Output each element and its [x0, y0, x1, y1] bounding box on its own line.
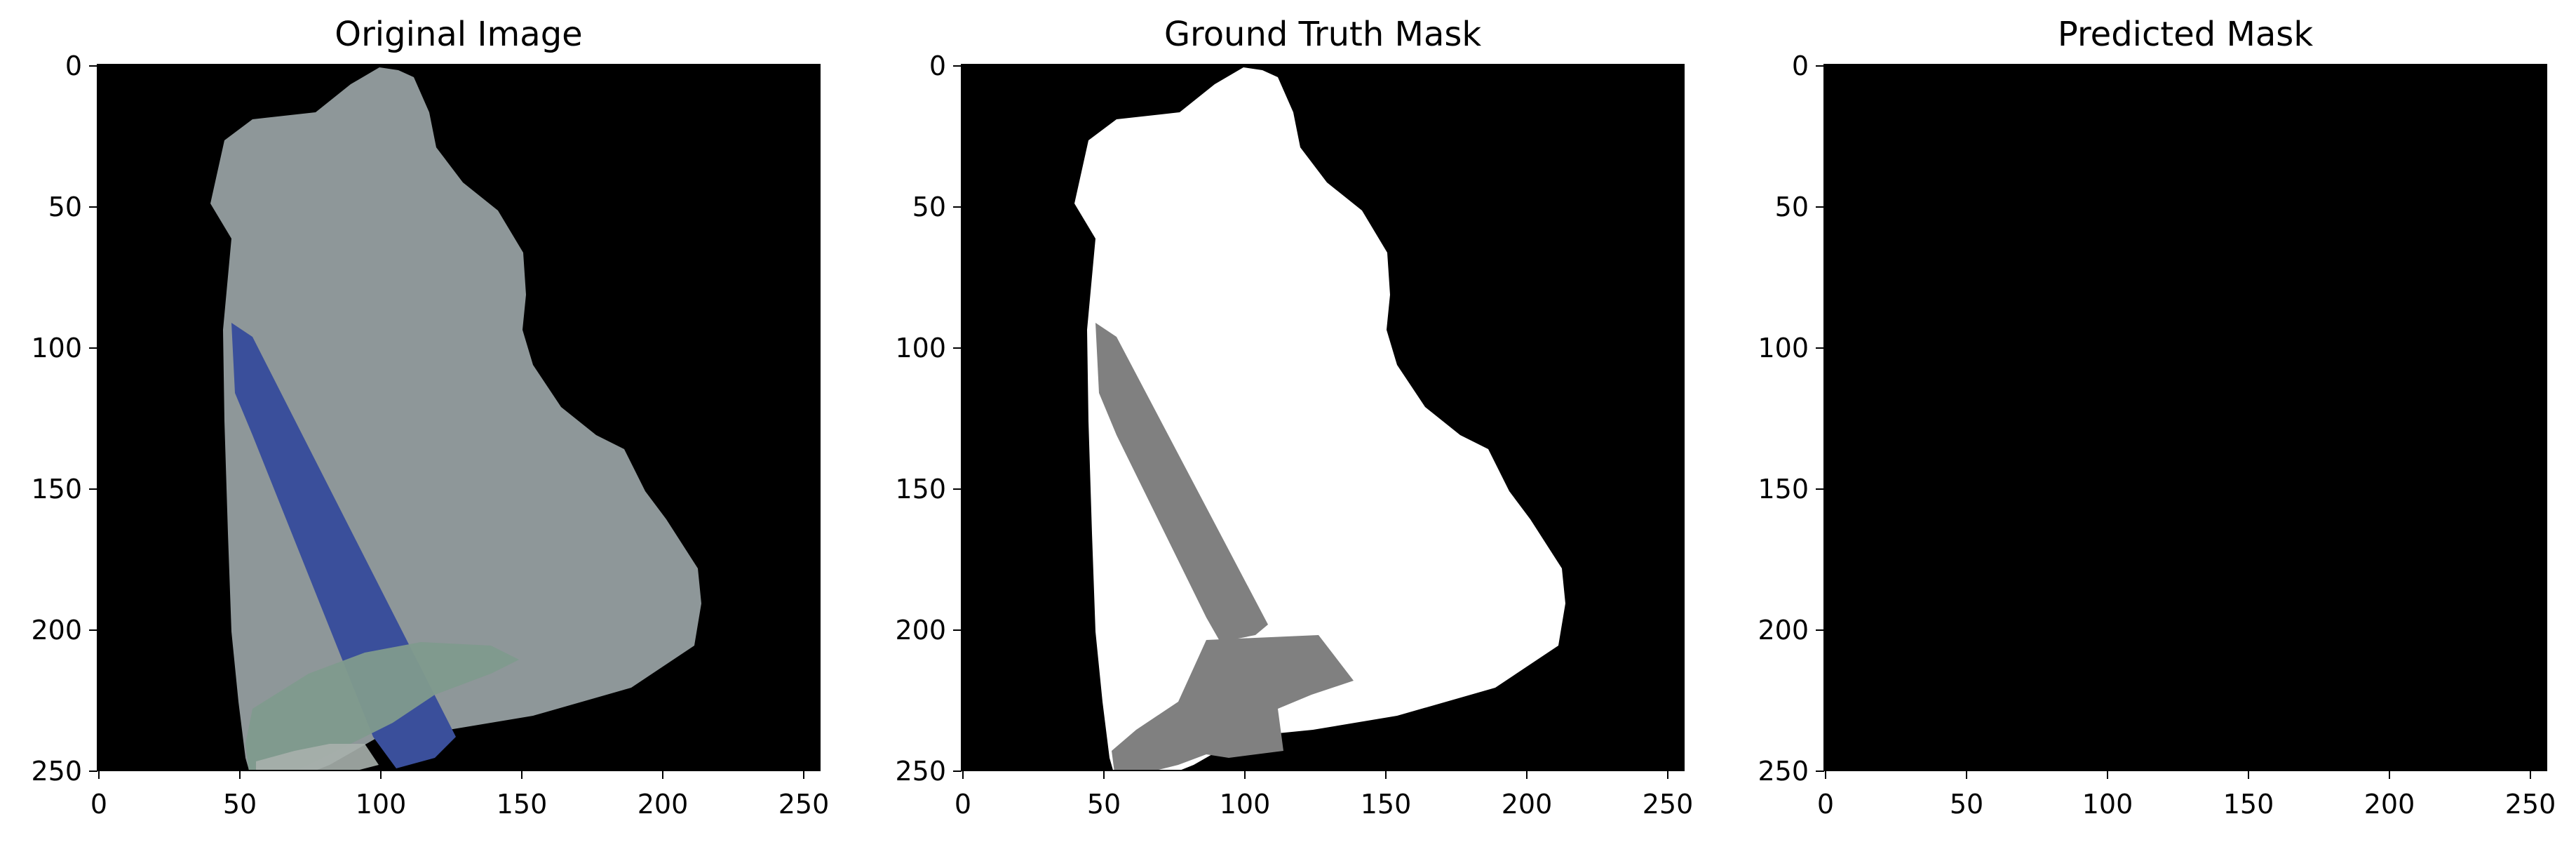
panel-original-image: Original Image 0 50 100 150 200 250 [31, 15, 829, 820]
axes-frame [1823, 64, 2547, 771]
axes-frame [961, 64, 1685, 771]
y-tick-label: 100 [1758, 333, 1809, 363]
x-axis: 0 50 100 150 200 250 [1817, 770, 2556, 820]
mask-tape-region [1095, 323, 1268, 642]
x-tick-label: 100 [2082, 789, 2133, 820]
y-tick-label: 200 [895, 615, 946, 646]
y-tick-label: 200 [1758, 615, 1809, 646]
x-tick-label: 150 [2223, 789, 2274, 820]
x-tick-label: 0 [1817, 789, 1834, 820]
y-tick-label: 150 [31, 474, 82, 505]
y-tick-label: 250 [895, 756, 946, 787]
y-tick-label: 0 [1792, 51, 1809, 81]
y-tick-label: 100 [31, 333, 82, 363]
y-tick-label: 50 [912, 192, 946, 222]
x-tick-label: 50 [223, 789, 257, 820]
axes-frame [97, 64, 821, 771]
y-tick-label: 250 [1758, 756, 1809, 787]
x-tick-label: 250 [778, 789, 830, 820]
x-tick-label: 150 [497, 789, 548, 820]
y-tick-label: 250 [31, 756, 82, 787]
x-tick-label: 50 [1950, 789, 1983, 820]
x-tick-label: 200 [2364, 789, 2415, 820]
light-debris-patch [256, 744, 379, 770]
y-tick-label: 0 [929, 51, 946, 81]
x-tick-label: 250 [1643, 789, 1694, 820]
x-tick-label: 50 [1087, 789, 1121, 820]
y-axis: 0 50 100 150 200 250 [31, 51, 97, 787]
mask-debris-region [1112, 635, 1354, 770]
y-axis: 0 50 100 150 200 250 [895, 51, 962, 787]
image-area [97, 65, 820, 770]
panel-title: Predicted Mask [2058, 15, 2313, 54]
y-tick-label: 50 [48, 192, 82, 222]
x-tick-label: 0 [955, 789, 971, 820]
x-tick-label: 250 [2505, 789, 2556, 820]
x-axis: 0 50 100 150 200 250 [90, 770, 829, 820]
x-axis: 0 50 100 150 200 250 [955, 770, 1693, 820]
panel-title: Original Image [335, 15, 582, 54]
x-tick-label: 200 [1502, 789, 1553, 820]
x-tick-label: 100 [1220, 789, 1271, 820]
image-background [1824, 65, 2547, 770]
panel-title: Ground Truth Mask [1164, 15, 1482, 54]
image-area [962, 65, 1684, 770]
x-tick-label: 0 [90, 789, 107, 820]
x-tick-label: 200 [638, 789, 689, 820]
y-axis: 0 50 100 150 200 250 [1758, 51, 1824, 787]
y-tick-label: 150 [1758, 474, 1809, 505]
y-tick-label: 200 [31, 615, 82, 646]
green-debris-patch [245, 642, 519, 770]
y-tick-label: 150 [895, 474, 946, 505]
panel-ground-truth-mask: Ground Truth Mask 0 50 100 150 200 250 [895, 15, 1693, 820]
x-tick-label: 100 [356, 789, 407, 820]
x-tick-label: 150 [1361, 789, 1412, 820]
panel-predicted-mask: Predicted Mask 0 50 100 150 200 250 0 50 [1758, 15, 2556, 820]
y-tick-label: 100 [895, 333, 946, 363]
y-tick-label: 0 [65, 51, 82, 81]
y-tick-label: 50 [1775, 192, 1809, 222]
